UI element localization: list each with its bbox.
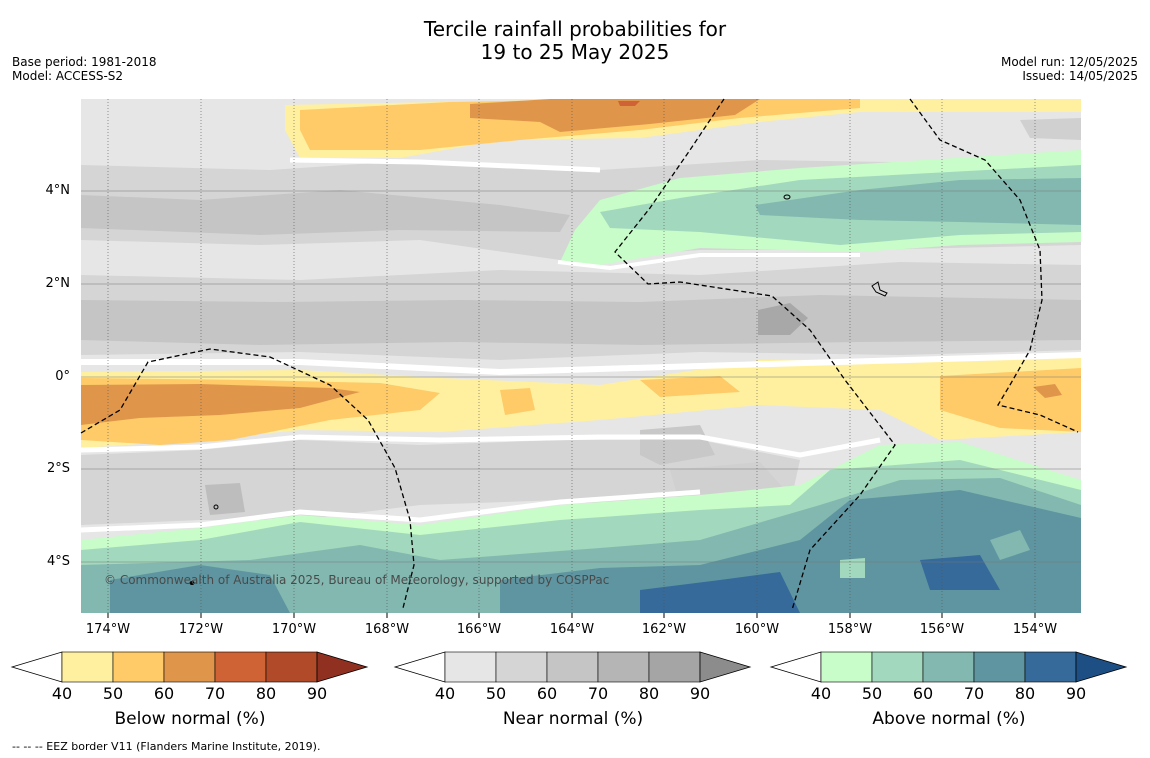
colorbar-1 (393, 651, 752, 683)
colorbar-tick-label: 70 (204, 684, 226, 703)
colorbar-segment (648, 651, 701, 683)
near-normal-region (758, 303, 808, 335)
title-line-1: Tercile rainfall probabilities for (423, 17, 727, 41)
colorbar-tick-label: 80 (638, 684, 660, 703)
colorbar-under-arrow (10, 651, 63, 683)
lon-label: 172°W (178, 622, 224, 637)
colorbar-tick-label: 60 (536, 684, 558, 703)
colorbar-tick-label: 80 (1014, 684, 1036, 703)
colorbar-under-arrow (769, 651, 822, 683)
colorbar-segment (597, 651, 650, 683)
meta-left: Base period: 1981-2018 Model: ACCESS-S2 (12, 55, 157, 83)
lat-label: 0° (55, 369, 70, 384)
colorbar-tick-label: 40 (51, 684, 73, 703)
colorbar-tick-label: 70 (587, 684, 609, 703)
colorbar-over-arrow (316, 651, 369, 683)
colorbar-tick-label: 50 (485, 684, 507, 703)
above-normal-region (990, 530, 1030, 560)
above-normal-region (110, 565, 290, 613)
colorbar-segment (1024, 651, 1077, 683)
lon-ticks (107, 613, 1036, 618)
colorbar-title-above: Above normal (%) (872, 709, 1026, 729)
colorbar-segment (973, 651, 1026, 683)
below-normal-region (470, 99, 760, 132)
colorbar-tick-label: 40 (434, 684, 456, 703)
near-normal-region (81, 190, 570, 235)
colorbar-tick-label: 60 (912, 684, 934, 703)
lon-label: 168°W (364, 622, 410, 637)
lat-label: 4°S (46, 554, 70, 569)
lon-label: 166°W (456, 622, 502, 637)
below-normal-region (1033, 384, 1062, 398)
above-normal-region (920, 555, 1000, 590)
colorbar-tick-label: 50 (861, 684, 883, 703)
meta-right: Model run: 12/05/2025 Issued: 14/05/2025 (1001, 55, 1138, 83)
below-normal-region (940, 368, 1081, 432)
model-name: Model: ACCESS-S2 (12, 69, 124, 83)
colorbar-tick-label: 80 (255, 684, 277, 703)
colorbar-under-arrow (393, 651, 446, 683)
lat-label: 2°S (46, 461, 70, 476)
colorbar-tick-label: 70 (963, 684, 985, 703)
colorbar-segment (265, 651, 318, 683)
lon-label: 158°W (827, 622, 873, 637)
lat-label: 2°N (45, 276, 71, 291)
colorbar-segment (495, 651, 548, 683)
lon-label: 160°W (734, 622, 780, 637)
colorbar-tick-label: 50 (102, 684, 124, 703)
colorbar-segment (112, 651, 165, 683)
colorbar-segment (214, 651, 267, 683)
colorbar-title-below: Below normal (%) (114, 709, 266, 729)
colorbar-0 (10, 651, 369, 683)
below-normal-region (81, 358, 1081, 448)
below-normal-region (500, 388, 535, 415)
copyright-notice: © Commonwealth of Australia 2025, Bureau… (104, 573, 610, 587)
probability-field (81, 99, 1081, 613)
near-normal-region (205, 483, 245, 515)
below-normal-region (640, 376, 740, 397)
near-normal-region (81, 295, 1081, 345)
lon-label: 156°W (919, 622, 965, 637)
lon-label: 174°W (85, 622, 131, 637)
colorbar-over-arrow (699, 651, 752, 683)
lon-label: 164°W (549, 622, 595, 637)
above-normal-region (640, 572, 800, 613)
lon-label: 162°W (641, 622, 687, 637)
lat-label: 4°N (45, 183, 71, 198)
colorbar-segment (922, 651, 975, 683)
graticule (81, 190, 1081, 563)
colorbar-segment (444, 651, 497, 683)
lon-label: 170°W (271, 622, 317, 637)
lon-label: 154°W (1012, 622, 1058, 637)
colorbar-over-arrow (1075, 651, 1128, 683)
model-run: Model run: 12/05/2025 (1000, 55, 1138, 69)
colorbar-2 (769, 651, 1128, 683)
title-line-2: 19 to 25 May 2025 (480, 40, 670, 64)
below-normal-region (81, 384, 360, 425)
colorbar-segment (871, 651, 924, 683)
issued-date: Issued: 14/05/2025 (1022, 69, 1138, 83)
colorbar-title-near: Near normal (%) (502, 709, 644, 729)
above-normal-region (755, 178, 1081, 225)
map-title: Tercile rainfall probabilities for 19 to… (0, 18, 1150, 64)
colorbar-segment (163, 651, 216, 683)
colorbar-tick-label: 40 (810, 684, 832, 703)
eez-legend-note: -- -- -- EEZ border V11 (Flanders Marine… (12, 740, 321, 753)
colorbar-segment (546, 651, 599, 683)
below-normal-region (618, 101, 640, 106)
colorbar-tick-label: 90 (306, 684, 328, 703)
colorbar-tick-label: 60 (153, 684, 175, 703)
eez-borders (80, 98, 1079, 611)
colorbar-tick-label: 90 (689, 684, 711, 703)
colorbar-segment (61, 651, 114, 683)
above-normal-region (840, 558, 865, 578)
island-outlines (189, 194, 888, 585)
colorbar-tick-label: 90 (1065, 684, 1087, 703)
base-period: Base period: 1981-2018 (12, 55, 157, 69)
colorbar-segment (820, 651, 873, 683)
